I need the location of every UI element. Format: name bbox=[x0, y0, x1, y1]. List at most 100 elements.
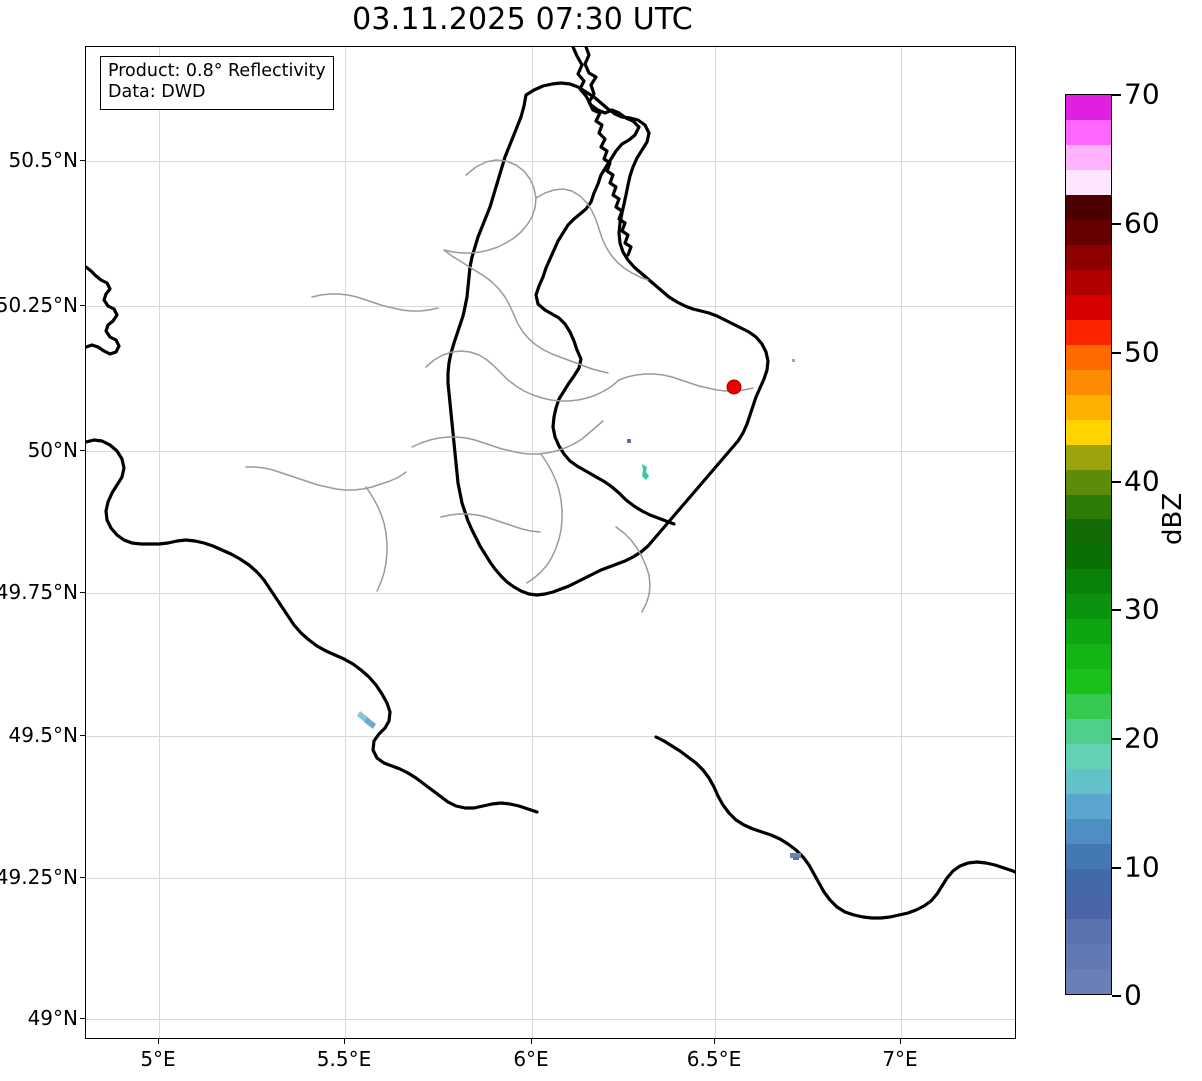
colorbar-band-10 bbox=[1066, 344, 1111, 370]
canton-boundary-central-south bbox=[411, 420, 604, 455]
colorbar-tick-label-50: 50 bbox=[1124, 335, 1160, 369]
colorbar-band-23 bbox=[1066, 669, 1111, 695]
colorbar-band-2 bbox=[1066, 144, 1111, 170]
colorbar-tick-label-70: 70 bbox=[1124, 77, 1160, 111]
colorbar-tick-mark-10 bbox=[1112, 867, 1121, 869]
ytick-mark-49-5 bbox=[80, 735, 85, 737]
colorbar-tick-mark-30 bbox=[1112, 609, 1121, 611]
colorbar-band-15 bbox=[1066, 469, 1111, 495]
colorbar-bands bbox=[1066, 95, 1111, 994]
canton-boundary-central-box bbox=[425, 350, 620, 402]
colorbar-tick-label-10: 10 bbox=[1124, 850, 1160, 884]
colorbar-tick-mark-20 bbox=[1112, 738, 1121, 740]
border-belgium-france-west bbox=[86, 265, 121, 356]
canton-boundary-south-east bbox=[526, 453, 563, 584]
echo-faint-echo-far-east bbox=[792, 359, 795, 362]
canton-boundary-north bbox=[443, 159, 537, 254]
colorbar-band-14 bbox=[1066, 444, 1111, 470]
border-northern bbox=[583, 47, 633, 257]
colorbar-band-5 bbox=[1066, 219, 1111, 245]
colorbar-band-20 bbox=[1066, 594, 1111, 620]
colorbar-band-8 bbox=[1066, 294, 1111, 320]
xtick-label-6e: 6°E bbox=[513, 1047, 549, 1071]
colorbar-band-31 bbox=[1066, 869, 1111, 894]
colorbar-band-21 bbox=[1066, 619, 1111, 645]
colorbar-band-16 bbox=[1066, 494, 1111, 520]
ytick-label-50-25: 50.25°N bbox=[0, 293, 78, 317]
colorbar-tick-mark-70 bbox=[1112, 94, 1121, 96]
colorbar-band-24 bbox=[1066, 694, 1111, 720]
border-belgium-france-south bbox=[86, 438, 539, 814]
map-geometry bbox=[86, 47, 1015, 920]
info-product-line: Product: 0.8° Reflectivity bbox=[108, 61, 326, 81]
canton-boundary-west-mid bbox=[311, 293, 439, 312]
colorbar-tick-mark-50 bbox=[1112, 352, 1121, 354]
colorbar-band-1 bbox=[1066, 119, 1111, 145]
canton-boundary-southeast-corner bbox=[615, 526, 651, 613]
echo-strong-cell-north-east bbox=[726, 379, 742, 395]
colorbar-band-7 bbox=[1066, 269, 1111, 295]
colorbar-band-25 bbox=[1066, 719, 1111, 745]
colorbar-tick-label-60: 60 bbox=[1124, 206, 1160, 240]
colorbar-band-34 bbox=[1066, 943, 1111, 969]
colorbar-band-28 bbox=[1066, 794, 1111, 820]
gridline-lat-50-5 bbox=[86, 161, 1015, 162]
map-inner: Product: 0.8° Reflectivity Data: DWD bbox=[86, 47, 1015, 1038]
xtick-label-5e: 5°E bbox=[140, 1047, 176, 1071]
colorbar-axis-label: dBZ bbox=[1158, 492, 1188, 545]
ytick-mark-49-25 bbox=[80, 877, 85, 879]
colorbar-band-18 bbox=[1066, 544, 1111, 570]
colorbar-band-0 bbox=[1066, 95, 1111, 120]
gridline-lat-49-25 bbox=[86, 878, 1015, 879]
gridline-lat-49-5 bbox=[86, 736, 1015, 737]
ytick-label-49: 49°N bbox=[27, 1006, 78, 1030]
gridline-lon-6-5e bbox=[715, 47, 716, 1038]
colorbar-tick-label-40: 40 bbox=[1124, 464, 1160, 498]
ytick-mark-50 bbox=[80, 450, 85, 452]
ytick-label-49-75: 49.75°N bbox=[0, 580, 78, 604]
colorbar[interactable] bbox=[1065, 94, 1112, 995]
colorbar-band-13 bbox=[1066, 419, 1111, 445]
colorbar-tick-mark-40 bbox=[1112, 481, 1121, 483]
echo-blue-echo-south-west-2 bbox=[364, 717, 376, 729]
colorbar-band-29 bbox=[1066, 819, 1111, 845]
canton-boundary-northeast bbox=[535, 188, 649, 281]
gridline-lon-7e bbox=[901, 47, 902, 1038]
colorbar-band-32 bbox=[1066, 894, 1111, 919]
xtick-mark-7e bbox=[900, 1039, 902, 1044]
xtick-label-7e: 7°E bbox=[882, 1047, 918, 1071]
ytick-label-50-5: 50.5°N bbox=[8, 148, 79, 172]
ytick-mark-50-5 bbox=[80, 160, 85, 162]
canton-boundary-south-far bbox=[440, 513, 541, 533]
colorbar-band-3 bbox=[1066, 169, 1111, 195]
xtick-mark-5-5e bbox=[344, 1039, 346, 1044]
ytick-label-49-5: 49.5°N bbox=[8, 723, 79, 747]
gridline-lon-6e bbox=[532, 47, 533, 1038]
page-title: 03.11.2025 07:30 UTC bbox=[352, 2, 693, 37]
colorbar-tick-mark-60 bbox=[1112, 223, 1121, 225]
echo-blue-echo-south-east-tail bbox=[793, 857, 799, 860]
colorbar-band-11 bbox=[1066, 369, 1111, 395]
ytick-mark-50-25 bbox=[80, 305, 85, 307]
info-data-line: Data: DWD bbox=[108, 82, 206, 103]
colorbar-band-6 bbox=[1066, 244, 1111, 270]
colorbar-tick-label-0: 0 bbox=[1124, 978, 1142, 1012]
colorbar-band-12 bbox=[1066, 394, 1111, 420]
ytick-label-49-25: 49.25°N bbox=[0, 865, 78, 889]
xtick-label-5-5e: 5.5°E bbox=[316, 1047, 372, 1071]
radar-map-plot-area[interactable]: Product: 0.8° Reflectivity Data: DWD bbox=[85, 46, 1016, 1039]
colorbar-band-26 bbox=[1066, 744, 1111, 770]
info-box: Product: 0.8° Reflectivity Data: DWD bbox=[100, 56, 334, 110]
xtick-mark-6e bbox=[531, 1039, 533, 1044]
xtick-label-6-5e: 6.5°E bbox=[686, 1047, 742, 1071]
colorbar-band-17 bbox=[1066, 519, 1111, 545]
colorbar-band-35 bbox=[1066, 968, 1111, 994]
canton-boundary-mid-north bbox=[443, 249, 609, 374]
canton-boundary-southwest bbox=[245, 466, 407, 491]
border-luxembourg bbox=[446, 81, 770, 597]
gridline-lon-5-5e bbox=[345, 47, 346, 1038]
gridline-lat-50-25 bbox=[86, 306, 1015, 307]
colorbar-band-27 bbox=[1066, 769, 1111, 795]
colorbar-band-19 bbox=[1066, 569, 1111, 595]
